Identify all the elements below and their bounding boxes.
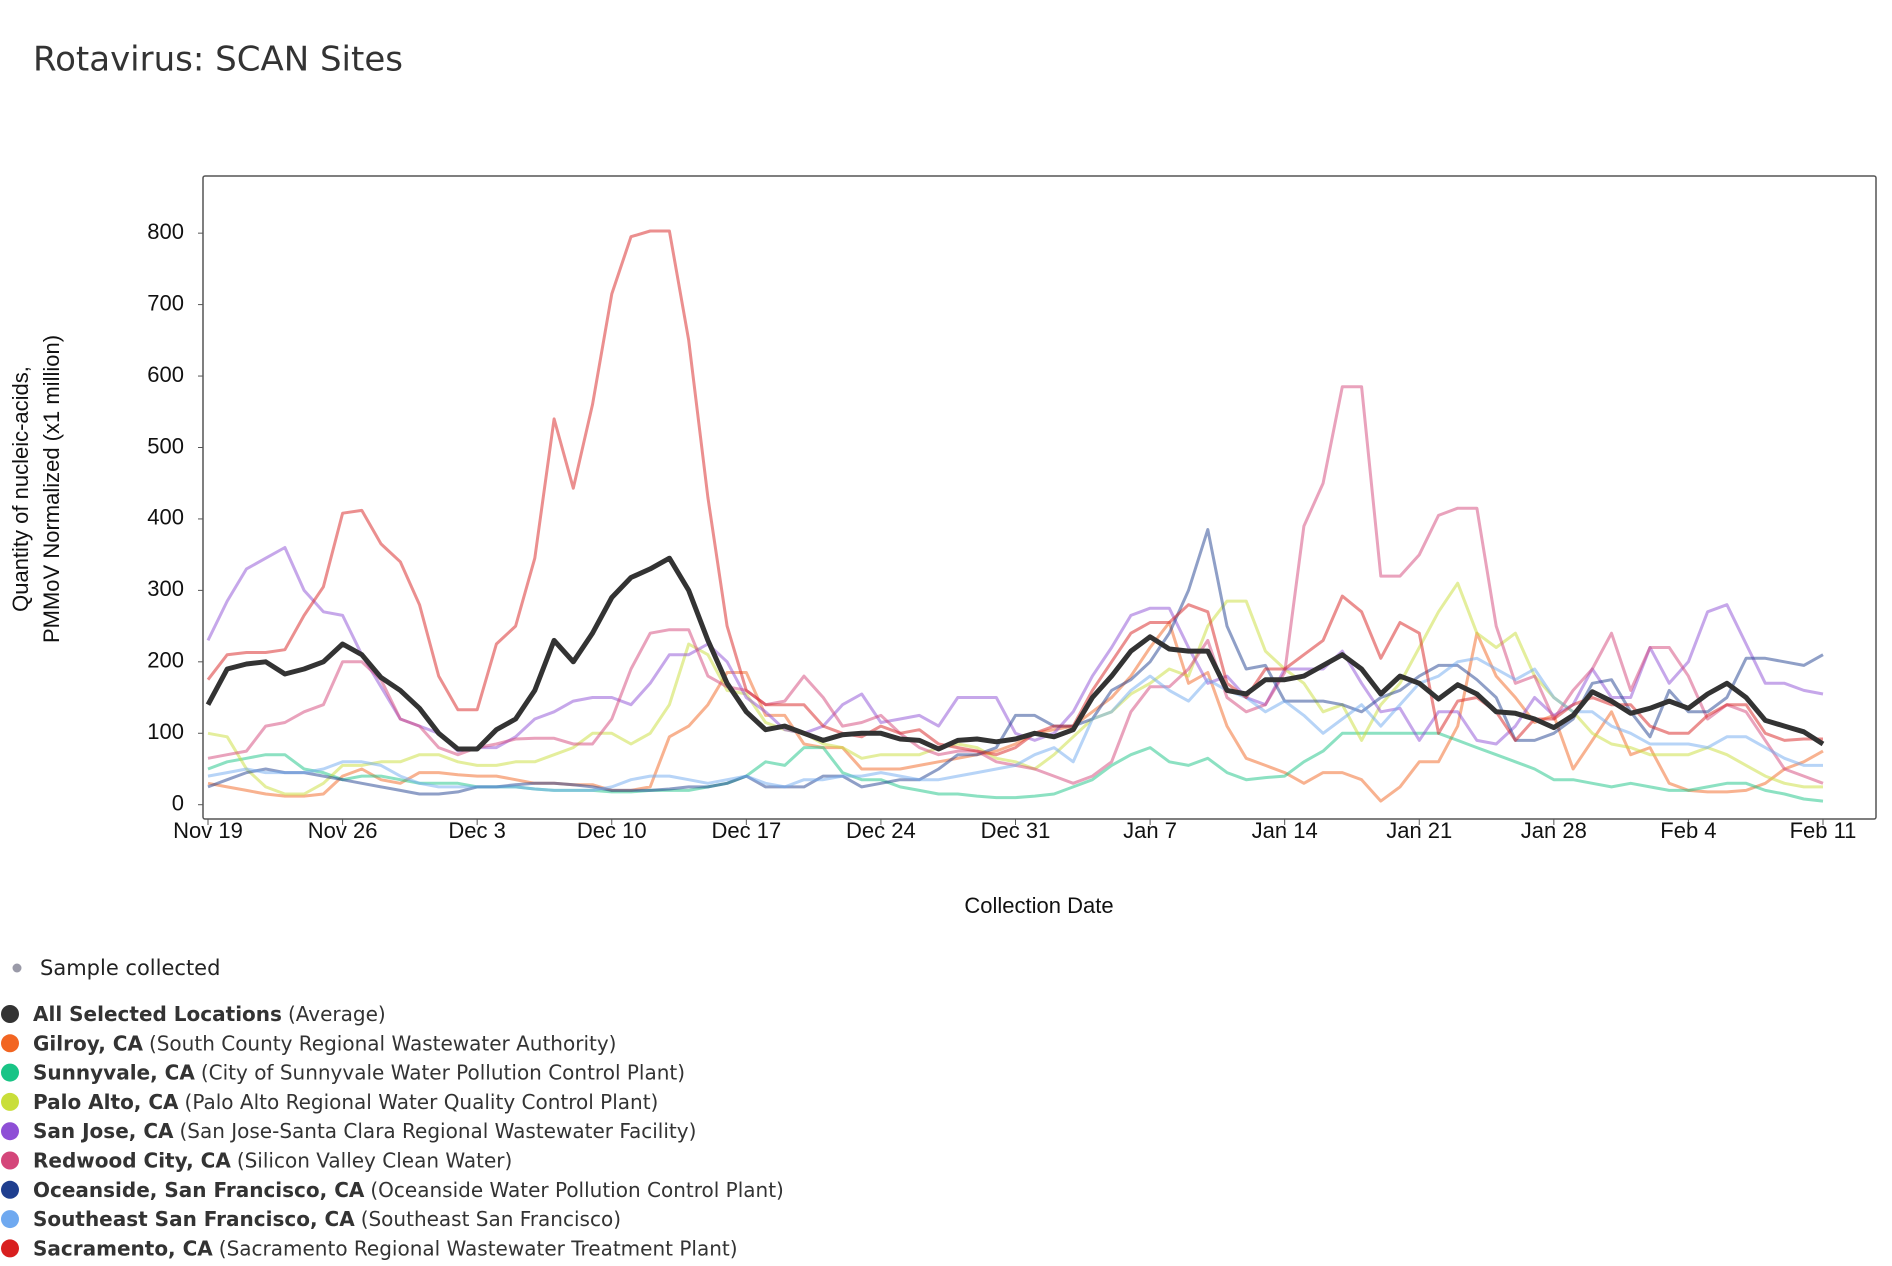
legend-name: Oceanside, San Francisco, CA	[33, 1177, 365, 1201]
x-tick-label: Dec 17	[711, 818, 781, 843]
legend-swatch	[1, 1180, 19, 1199]
legend-label: All Selected Locations (Average)	[33, 1002, 386, 1026]
legend-name: Palo Alto, CA	[33, 1089, 179, 1113]
y-tick-label: 800	[147, 219, 184, 244]
chart-title: Rotavirus: SCAN Sites	[33, 40, 403, 80]
legend-name: Sacramento, CA	[33, 1236, 213, 1260]
legend-label: Gilroy, CA (South County Regional Wastewa…	[33, 1031, 616, 1055]
y-axis-title-line: PMMoV Normalized (x1 million)	[39, 335, 64, 643]
legend-label: Southeast San Francisco, CA (Southeast Sa…	[33, 1207, 621, 1231]
legend-detail: (Silicon Valley Clean Water)	[237, 1148, 512, 1172]
legend-swatch	[1, 1063, 19, 1082]
legend-label: Palo Alto, CA (Palo Alto Regional Water Q…	[33, 1089, 658, 1113]
y-tick-label: 600	[147, 362, 184, 387]
y-tick-label: 500	[147, 433, 184, 458]
legend-name: All Selected Locations	[33, 1002, 282, 1026]
legend-detail: (Palo Alto Regional Water Quality Contro…	[185, 1089, 659, 1113]
legend-label: Redwood City, CA (Silicon Valley Clean Wa…	[33, 1148, 512, 1172]
legend-swatch	[1, 1239, 19, 1258]
legend-swatch	[1, 1210, 19, 1229]
legend-swatch	[1, 1151, 19, 1170]
legend-name: Southeast San Francisco, CA	[33, 1207, 355, 1231]
x-tick-label: Dec 24	[846, 818, 916, 843]
legend-label: Oceanside, San Francisco, CA (Oceanside W…	[33, 1177, 784, 1201]
series-line	[207, 656, 1823, 792]
legend-label: Sacramento, CA (Sacramento Regional Waste…	[33, 1236, 738, 1260]
legend-name: San Jose, CA	[33, 1119, 174, 1143]
legend-detail: (Average)	[288, 1002, 386, 1026]
x-tick-label: Dec 3	[448, 818, 505, 843]
x-tick-label: Jan 21	[1386, 818, 1452, 843]
legend-detail: (City of Sunnyvale Water Pollution Contr…	[201, 1060, 685, 1084]
series-line	[207, 528, 1824, 796]
legend-detail: (San Jose-Santa Clara Regional Wastewate…	[179, 1119, 696, 1143]
y-tick-label: 400	[147, 505, 184, 530]
legend-swatch	[1, 1005, 19, 1023]
y-axis-title: Quantity of nucleic-acids, PMMoV Normali…	[8, 335, 64, 643]
y-tick-label: 700	[147, 290, 184, 315]
x-tick-label: Nov 19	[173, 818, 243, 843]
y-tick-label: 300	[147, 576, 184, 601]
x-tick-label: Dec 10	[577, 818, 647, 843]
y-tick-label: 100	[147, 719, 184, 744]
legend-detail: (Oceanside Water Pollution Control Plant…	[370, 1177, 783, 1201]
legend-name: Gilroy, CA	[33, 1031, 143, 1055]
x-tick-label: Jan 7	[1123, 818, 1177, 843]
x-tick-label: Nov 26	[308, 818, 378, 843]
x-tick-label: Dec 31	[981, 818, 1051, 843]
legend-label: Sunnyvale, CA (City of Sunnyvale Water Po…	[33, 1060, 685, 1084]
plot-frame	[202, 175, 1877, 820]
legend-label: San Jose, CA (San Jose-Santa Clara Region…	[33, 1119, 696, 1143]
legend-swatch	[1, 1034, 19, 1053]
x-tick-label: Jan 28	[1521, 818, 1587, 843]
legend-detail: (Southeast San Francisco)	[361, 1207, 621, 1231]
x-tick-label: Feb 4	[1660, 818, 1716, 843]
legend-sample-dot	[12, 963, 22, 973]
legend-detail: (South County Regional Wastewater Author…	[149, 1031, 617, 1055]
series-line	[207, 385, 1824, 785]
legend-swatch	[1, 1122, 19, 1141]
x-axis-title: Collection Date	[964, 893, 1113, 918]
legend-detail: (Sacramento Regional Wastewater Treatmen…	[219, 1236, 738, 1260]
series-line	[206, 229, 1823, 757]
x-tick-label: Jan 14	[1252, 818, 1318, 843]
y-tick-label: 0	[172, 791, 184, 816]
legend-sample-label: Sample collected	[40, 956, 220, 980]
y-tick-label: 200	[147, 648, 184, 673]
legend-name: Redwood City, CA	[33, 1148, 231, 1172]
series-line	[205, 555, 1825, 752]
x-tick-label: Feb 11	[1790, 818, 1857, 843]
y-axis-title-line: Quantity of nucleic-acids,	[8, 366, 33, 612]
legend-name: Sunnyvale, CA	[33, 1060, 195, 1084]
legend-swatch	[1, 1092, 19, 1111]
